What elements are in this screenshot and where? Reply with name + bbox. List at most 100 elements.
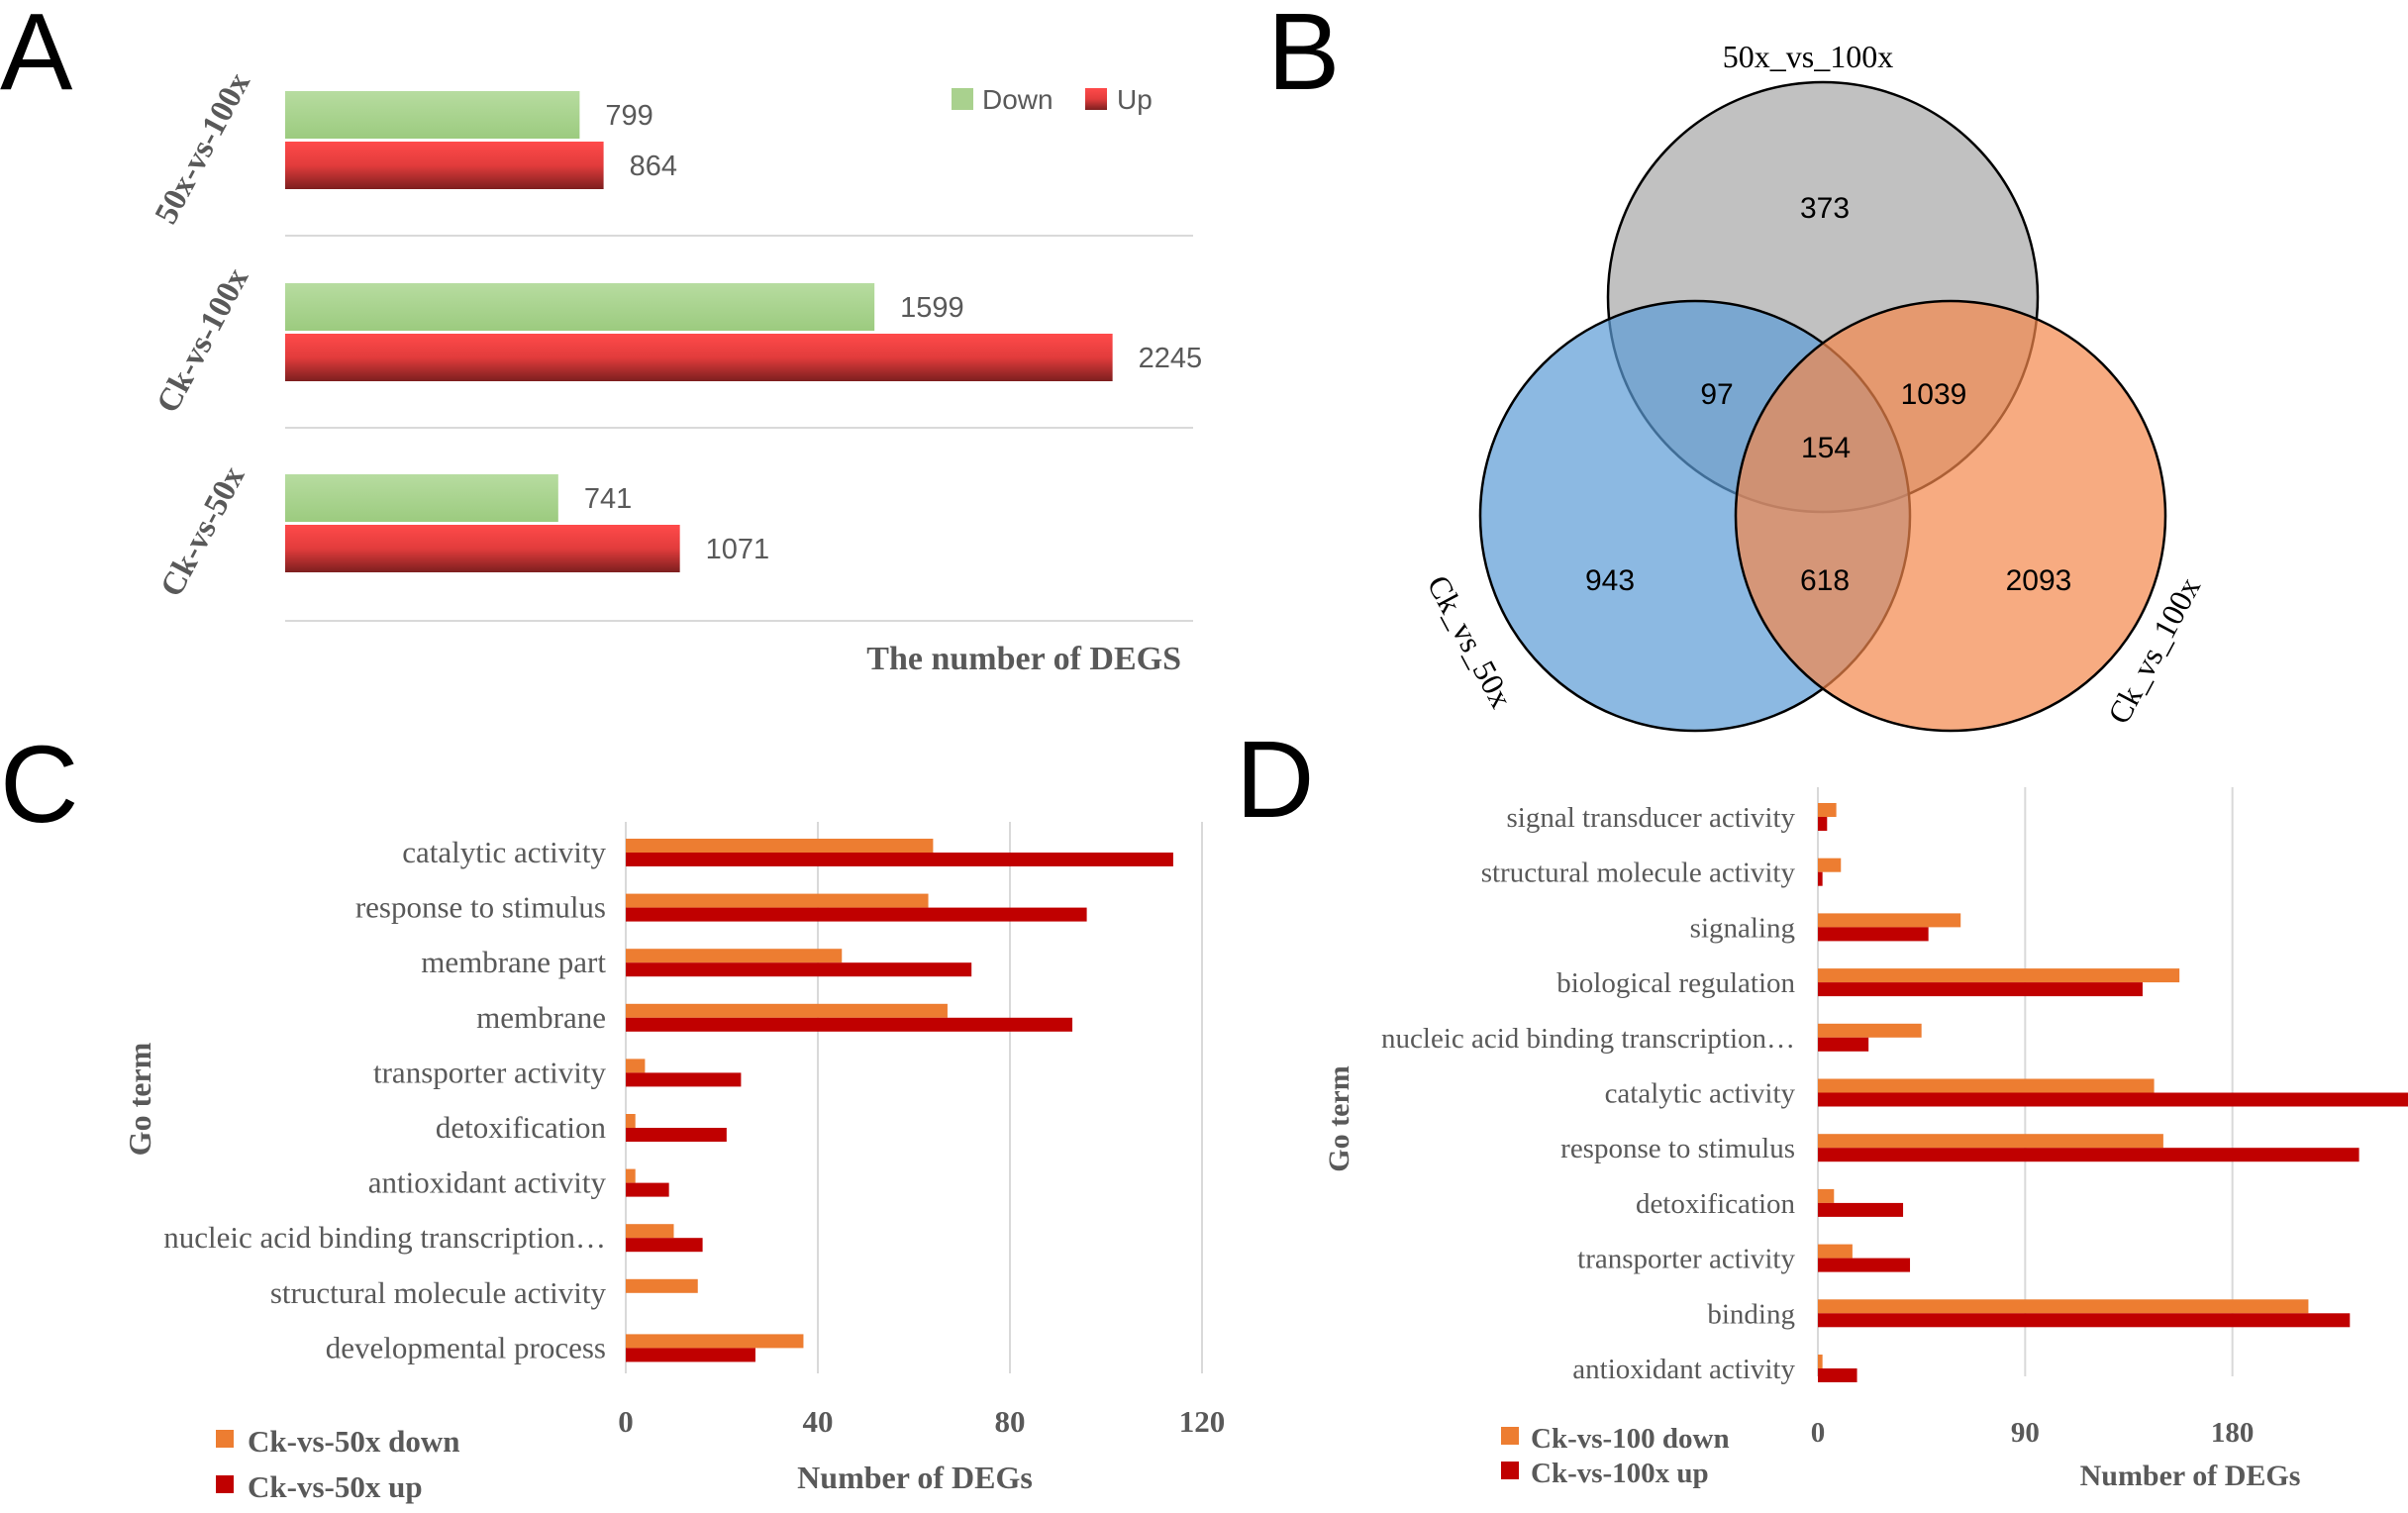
panelD-bar-catalytic-activity-ck-vs-100x-up	[1818, 1092, 2408, 1107]
panel-a-separators	[285, 235, 1193, 622]
panelD-bar-biological-regulation-ck-vs-100x-up	[1818, 982, 2143, 997]
panelC-category-antioxidant-activity: antioxidant activity	[368, 1165, 607, 1200]
panel-a-deg-bar-chart: 50x-vs-100x Ck-vs-100x Ck-vs-50x 799 864 159…	[149, 66, 1202, 677]
panel-c-tick-labels: 0 40 80 120	[618, 1404, 1225, 1439]
panelC-category-transporter-activity: transporter activity	[373, 1055, 606, 1089]
panelC-category-membrane-part: membrane part	[421, 945, 606, 979]
panel-a-value-ck-vs-100x-down: 1599	[900, 292, 964, 324]
panelD-bar-detoxification-ck-vs-100-down	[1818, 1188, 1835, 1203]
panelD-bar-binding-ck-vs-100x-up	[1818, 1313, 2351, 1328]
panelC-tick-0: 0	[618, 1404, 634, 1439]
panelD-category-nucleic-acid-binding-transcription: nucleic acid binding transcription…	[1381, 1023, 1795, 1055]
panel-d-go-bar-chart: signal transducer activity structural mol…	[1323, 787, 2408, 1492]
panel-letter-b: B	[1267, 0, 1340, 113]
panel-a-x-axis-title: The number of DEGS	[866, 641, 1181, 677]
panelC-bar-detoxification-ck-vs-50x-down	[626, 1114, 636, 1128]
panelC-bar-transporter-activity-ck-vs-50x-down	[626, 1059, 646, 1073]
panelD-category-antioxidant-activity: antioxidant activity	[1572, 1354, 1795, 1385]
panelD-category-transporter-activity: transporter activity	[1577, 1244, 1795, 1275]
legend-up-swatch	[1085, 88, 1107, 110]
legend-ck-vs-100x-up-swatch	[1501, 1462, 1519, 1479]
panelD-bar-antioxidant-activity-ck-vs-100x-up	[1818, 1368, 1857, 1382]
panel-c-category-labels: catalytic activity response to stimulus me…	[163, 835, 606, 1364]
venn-count-all-three: 154	[1801, 432, 1851, 464]
panel-a-bar-50x-vs-100x-down	[285, 91, 580, 139]
panelC-bar-membrane-part-ck-vs-50x-up	[626, 962, 972, 977]
panel-a-category-ck-vs-50x: Ck-vs-50x	[154, 460, 252, 603]
panel-d-y-axis-title: Go term	[1323, 1065, 1355, 1171]
panel-a-bar-ck-vs-50x-up	[285, 525, 680, 572]
panel-a-legend: Down Up	[952, 84, 1153, 115]
panelC-bar-response-to-stimulus-ck-vs-50x-up	[626, 907, 1087, 922]
panel-a-value-ck-vs-50x-up: 1071	[706, 534, 770, 565]
panelD-bar-biological-regulation-ck-vs-100-down	[1818, 968, 2180, 983]
panelD-category-binding: binding	[1707, 1298, 1795, 1330]
legend-ck-vs-100x-up-label: Ck-vs-100x up	[1531, 1458, 1709, 1489]
panelC-category-catalytic-activity: catalytic activity	[402, 835, 606, 869]
panelD-bar-signal-transducer-activity-ck-vs-100-down	[1818, 803, 1837, 817]
panelD-category-detoxification: detoxification	[1636, 1188, 1796, 1220]
panelC-bar-membrane-ck-vs-50x-up	[626, 1017, 1073, 1032]
panelD-category-biological-regulation: biological regulation	[1556, 967, 1795, 999]
legend-up-label: Up	[1117, 84, 1153, 115]
venn-circle-ck-vs-100x	[1734, 299, 2167, 733]
panelD-bar-binding-ck-vs-100-down	[1818, 1299, 2309, 1314]
panelC-bar-membrane-ck-vs-50x-down	[626, 1003, 948, 1018]
panel-letter-a: A	[0, 0, 73, 113]
panelD-bar-transporter-activity-ck-vs-100x-up	[1818, 1258, 1911, 1272]
panelC-category-detoxification: detoxification	[436, 1110, 607, 1145]
panelC-tick-40: 40	[803, 1404, 834, 1439]
panel-letters: A B C D	[0, 0, 1340, 846]
panel-a-bar-ck-vs-50x-down	[285, 474, 558, 522]
panelD-category-signaling: signaling	[1690, 912, 1795, 944]
panel-d-x-axis-title: Number of DEGs	[2080, 1460, 2301, 1492]
panelD-bar-signal-transducer-activity-ck-vs-100x-up	[1818, 817, 1828, 831]
panelD-tick-180: 180	[2211, 1417, 2255, 1449]
panel-a-value-labels: 799 864 1599 2245 741 1071	[584, 100, 1202, 565]
panelC-bar-detoxification-ck-vs-50x-up	[626, 1128, 727, 1142]
venn-count-only-ck-vs-50x: 943	[1585, 564, 1635, 597]
panel-letter-c: C	[0, 724, 78, 846]
venn-count-only-ck-vs-100x: 2093	[2006, 564, 2072, 597]
panel-b-venn-diagram: 50x_vs_100x Ck_vs_50x Ck_vs_100x 373 97 …	[1421, 39, 2207, 733]
venn-count-50x-ck50x: 97	[1700, 378, 1733, 411]
legend-ck-vs-100-down-label: Ck-vs-100 down	[1531, 1423, 1730, 1455]
legend-down-swatch	[952, 88, 973, 110]
panel-a-bar-50x-vs-100x-up	[285, 142, 604, 189]
panelC-bar-membrane-part-ck-vs-50x-down	[626, 949, 843, 963]
panelC-category-response-to-stimulus: response to stimulus	[355, 890, 606, 925]
panel-a-bars	[285, 91, 1113, 572]
panelD-category-signal-transducer-activity: signal transducer activity	[1506, 802, 1795, 834]
panel-a-category-50x-vs-100x: 50x-vs-100x	[149, 66, 257, 230]
panelC-bar-transporter-activity-ck-vs-50x-up	[626, 1072, 742, 1087]
panel-c-go-bar-chart: catalytic activity response to stimulus me…	[122, 822, 1225, 1504]
panel-a-value-ck-vs-50x-down: 741	[584, 483, 632, 515]
panelD-bar-response-to-stimulus-ck-vs-100x-up	[1818, 1148, 2359, 1162]
panelD-tick-0: 0	[1811, 1417, 1826, 1449]
panelC-bar-catalytic-activity-ck-vs-50x-down	[626, 839, 934, 853]
panel-c-bars	[626, 839, 1173, 1362]
panelC-bar-structural-molecule-activity-ck-vs-50x-down	[626, 1278, 698, 1293]
panelC-bar-nucleic-acid-binding-transcription-ck-vs-50x-up	[626, 1238, 703, 1253]
panelD-category-response-to-stimulus: response to stimulus	[1560, 1133, 1795, 1164]
panelD-tick-90: 90	[2011, 1417, 2040, 1449]
panelC-bar-developmental-process-ck-vs-50x-down	[626, 1334, 804, 1349]
panel-c-x-axis-title: Number of DEGs	[797, 1460, 1033, 1495]
panel-a-value-50x-vs-100x-down: 799	[605, 100, 652, 132]
panelD-bar-detoxification-ck-vs-100x-up	[1818, 1202, 1904, 1217]
panelC-bar-response-to-stimulus-ck-vs-50x-down	[626, 893, 929, 908]
panelC-category-nucleic-acid-binding-transcription: nucleic acid binding transcription…	[163, 1220, 606, 1255]
legend-down-label: Down	[982, 84, 1054, 115]
panelD-bar-response-to-stimulus-ck-vs-100-down	[1818, 1134, 2163, 1149]
panel-d-tick-labels: 0 90 180	[1811, 1417, 2255, 1449]
panel-a-category-ck-vs-100x: Ck-vs-100x	[150, 262, 256, 419]
panel-d-bars	[1818, 803, 2408, 1382]
panel-a-bar-ck-vs-100x-down	[285, 283, 875, 331]
panelD-bar-structural-molecule-activity-ck-vs-100-down	[1818, 857, 1842, 872]
panelD-bar-catalytic-activity-ck-vs-100-down	[1818, 1078, 2155, 1093]
panel-c-y-axis-title: Go term	[122, 1042, 157, 1156]
legend-ck-vs-50x-up-swatch	[216, 1475, 234, 1493]
panel-a-category-labels: 50x-vs-100x Ck-vs-100x Ck-vs-50x	[149, 66, 257, 602]
panelD-bar-transporter-activity-ck-vs-100-down	[1818, 1244, 1853, 1259]
